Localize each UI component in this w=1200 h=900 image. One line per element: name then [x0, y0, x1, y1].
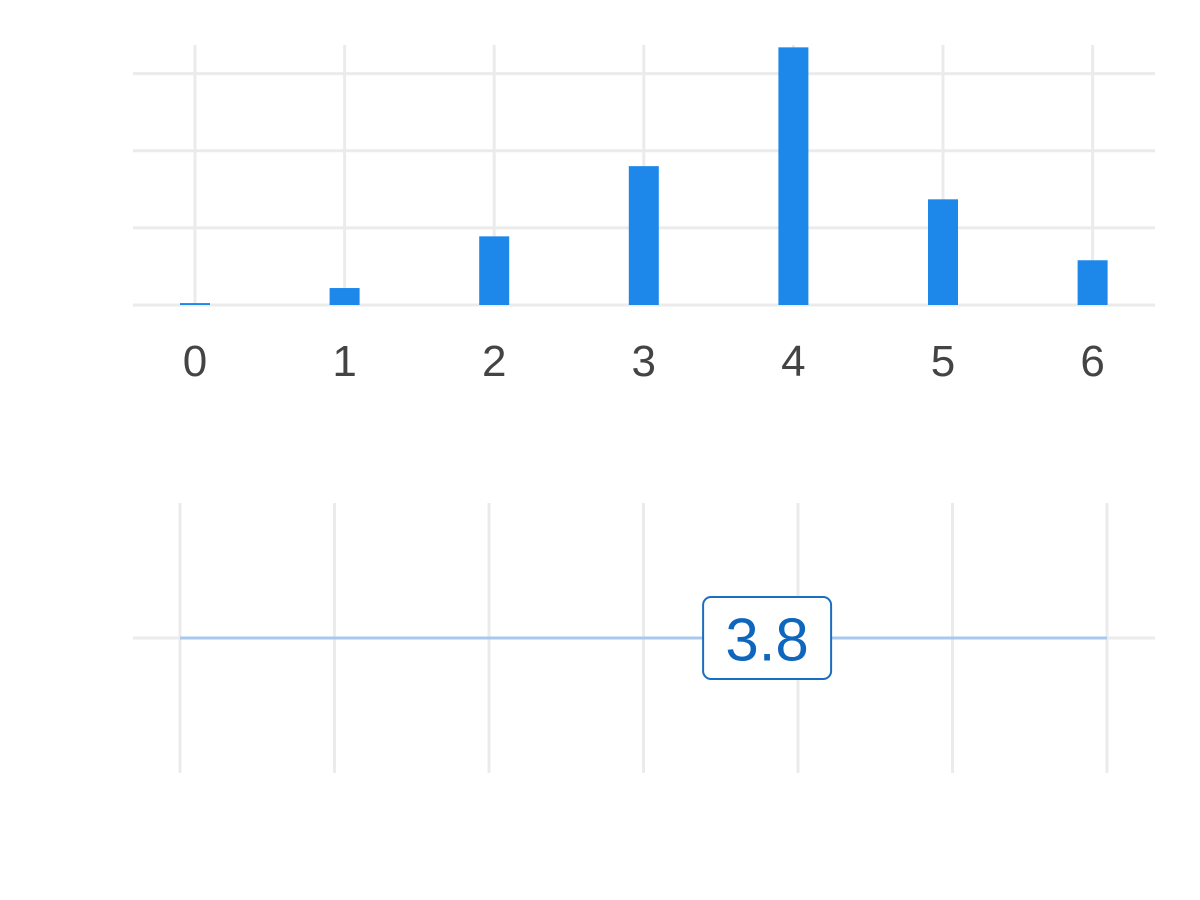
mean-marker-box — [702, 596, 833, 680]
mean-marker-label: 3.8 — [725, 607, 808, 674]
x-tick-label-0: 0 — [183, 337, 207, 386]
bar-chart-x-tick-labels: 0 1 2 3 4 5 6 — [183, 337, 1105, 386]
mean-indicator-panel: 3.8 — [133, 503, 1155, 773]
x-tick-label-2: 2 — [482, 337, 506, 386]
x-tick-label-1: 1 — [332, 337, 356, 386]
bar-0 — [180, 303, 210, 305]
bar-2 — [479, 236, 510, 305]
bar-3 — [628, 166, 659, 305]
x-tick-label-4: 4 — [781, 337, 805, 386]
x-tick-label-5: 5 — [931, 337, 955, 386]
bar-chart-panel: 0 1 2 3 4 5 6 — [133, 45, 1155, 386]
x-tick-label-6: 6 — [1080, 337, 1104, 386]
bar-4 — [778, 47, 809, 305]
mean-marker: 3.8 — [702, 596, 833, 680]
bar-6 — [1077, 260, 1108, 305]
bar-chart-gridlines — [133, 45, 1155, 307]
bar-5 — [928, 199, 958, 305]
bar-chart-bars — [180, 47, 1108, 305]
bar-1 — [329, 288, 360, 305]
x-tick-label-3: 3 — [632, 337, 656, 386]
